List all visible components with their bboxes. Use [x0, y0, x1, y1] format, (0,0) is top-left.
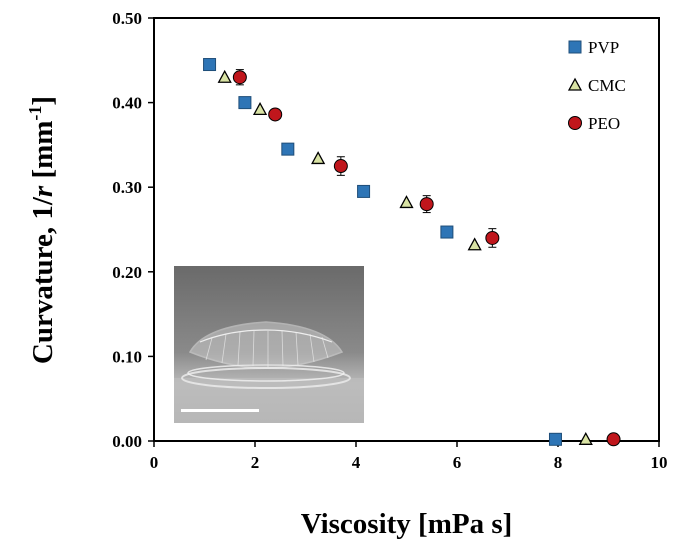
series-pvp — [203, 58, 562, 446]
x-tick-label: 0 — [150, 453, 159, 472]
y-tick-label: 0.20 — [112, 263, 142, 282]
y-tick-label: 0.00 — [112, 432, 142, 451]
x-tick-label: 10 — [651, 453, 668, 472]
data-point-cmc — [311, 151, 326, 165]
y-tick-label: 0.50 — [112, 9, 142, 28]
data-point-cmc — [467, 237, 482, 251]
y-axis-title: Curvature, 1/r [mm-1] — [25, 96, 59, 364]
data-point-cmc — [252, 102, 268, 116]
legend-label-peo: PEO — [588, 114, 620, 133]
data-point-pvp — [203, 58, 217, 72]
data-point-peo — [232, 70, 247, 85]
data-point-pvp — [238, 96, 252, 110]
x-tick-label: 6 — [453, 453, 462, 472]
data-point-pvp — [548, 432, 562, 446]
x-tick-label: 2 — [251, 453, 260, 472]
x-tick-label: 8 — [554, 453, 563, 472]
legend-marker-pvp — [568, 40, 582, 54]
photo-inset — [174, 266, 364, 423]
legend-marker-peo — [568, 116, 582, 130]
data-point-peo — [268, 107, 283, 122]
series-cmc — [217, 69, 593, 445]
legend-marker-cmc — [567, 77, 583, 91]
y-tick-label: 0.30 — [112, 178, 142, 197]
data-point-cmc — [399, 195, 414, 209]
series-peo — [232, 69, 621, 447]
legend-label-cmc: CMC — [588, 76, 626, 95]
data-point-pvp — [281, 142, 295, 156]
data-point-peo — [606, 432, 621, 447]
y-tick-label: 0.10 — [112, 347, 142, 366]
data-point-peo — [333, 159, 348, 174]
data-point-cmc — [578, 431, 593, 445]
data-point-peo — [419, 197, 434, 212]
data-point-peo — [485, 230, 500, 245]
legend-label-pvp: PVP — [588, 38, 619, 57]
x-axis-title: Viscosity [mPa s] — [301, 508, 513, 540]
data-point-pvp — [357, 184, 371, 198]
y-tick-label: 0.40 — [112, 94, 142, 113]
plot-area — [153, 17, 660, 442]
x-tick-label: 4 — [352, 453, 361, 472]
data-point-pvp — [440, 225, 454, 239]
legend: PVP CMC PEO — [567, 38, 626, 133]
data-point-cmc — [217, 69, 232, 83]
